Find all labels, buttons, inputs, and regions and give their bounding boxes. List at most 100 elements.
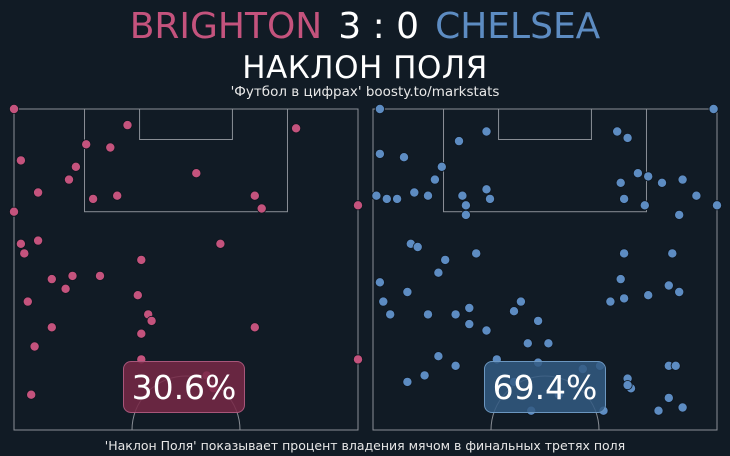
away-touch-point — [402, 376, 413, 387]
away-touch-point — [481, 325, 492, 336]
away-touch-point — [433, 351, 444, 362]
away-touch-point — [484, 193, 495, 204]
home-touch-point — [67, 270, 78, 281]
away-touch-point — [653, 405, 664, 416]
away-touch-point — [639, 200, 650, 211]
away-six-yard-box — [498, 108, 592, 140]
away-touch-point — [453, 136, 464, 147]
away-field-tilt-badge: 69.4% — [484, 361, 606, 413]
away-touch-point — [643, 290, 654, 301]
away-touch-point — [708, 104, 719, 115]
home-touch-point — [22, 296, 33, 307]
away-touch-point — [381, 193, 392, 204]
home-touch-point — [33, 235, 44, 246]
away-touch-point — [619, 293, 630, 304]
home-touch-point — [19, 248, 30, 259]
away-touch-point — [398, 152, 409, 163]
away-touch-point — [670, 360, 681, 371]
away-touch-point — [632, 168, 643, 179]
home-touch-point — [215, 238, 226, 249]
away-touch-point — [508, 306, 519, 317]
match-title: BRIGHTON 3 : 0 CHELSEA — [0, 6, 730, 48]
away-touch-point — [712, 200, 723, 211]
home-touch-point — [88, 193, 99, 204]
away-touch-point — [457, 190, 468, 201]
away-touch-point — [460, 209, 471, 220]
away-touch-point — [619, 248, 630, 259]
away-touch-point — [429, 174, 440, 185]
home-touch-point — [15, 238, 26, 249]
home-six-yard-box — [139, 108, 233, 140]
away-touch-point — [691, 190, 702, 201]
away-touch-point — [450, 360, 461, 371]
away-touch-point — [374, 104, 385, 115]
away-touch-point — [622, 380, 633, 391]
away-touch-point — [422, 309, 433, 320]
away-touch-point — [371, 190, 382, 201]
away-touch-point — [412, 241, 423, 252]
home-touch-point — [64, 174, 75, 185]
home-field-tilt-badge: 30.6% — [123, 361, 245, 413]
away-touch-point — [605, 296, 616, 307]
away-touch-point — [460, 200, 471, 211]
home-touch-point — [29, 341, 40, 352]
away-touch-point — [378, 296, 389, 307]
away-touch-point — [612, 126, 623, 137]
home-touch-point — [33, 187, 44, 198]
home-touch-point — [191, 168, 202, 179]
away-touch-point — [385, 309, 396, 320]
away-touch-point — [619, 193, 630, 204]
away-touch-point — [663, 280, 674, 291]
away-touch-point — [533, 315, 544, 326]
home-touch-point — [136, 254, 147, 265]
away-touch-point — [615, 177, 626, 188]
home-touch-point — [112, 190, 123, 201]
match-score: 3 : 0 — [338, 6, 420, 47]
away-touch-point — [422, 190, 433, 201]
away-touch-point — [667, 248, 678, 259]
away-touch-point — [392, 193, 403, 204]
home-touch-point — [136, 328, 147, 339]
away-touch-point — [622, 132, 633, 143]
away-touch-point — [409, 187, 420, 198]
away-touch-point — [643, 171, 654, 182]
home-touch-point — [352, 200, 363, 211]
credit-line: 'Футбол в цифрах' boosty.to/markstats — [230, 84, 500, 100]
home-touch-point — [352, 354, 363, 365]
away-touch-point — [419, 370, 430, 381]
away-touch-point — [674, 286, 685, 297]
away-touch-point — [543, 338, 554, 349]
away-touch-point — [674, 209, 685, 220]
away-touch-point — [402, 286, 413, 297]
home-touch-point — [122, 120, 133, 131]
home-touch-point — [132, 290, 143, 301]
home-touch-point — [46, 322, 57, 333]
away-team-name: CHELSEA — [435, 6, 601, 47]
away-touch-point — [450, 309, 461, 320]
home-touch-point — [8, 104, 19, 115]
chart-subtitle: НАКЛОН ПОЛЯ — [242, 50, 488, 86]
away-penalty-area — [443, 108, 647, 213]
away-touch-point — [471, 248, 482, 259]
away-touch-point — [433, 267, 444, 278]
away-touch-point — [663, 392, 674, 403]
home-touch-point — [249, 190, 260, 201]
home-touch-point — [256, 203, 267, 214]
away-touch-point — [374, 148, 385, 159]
away-touch-point — [440, 254, 451, 265]
away-touch-point — [677, 402, 688, 413]
home-touch-point — [70, 161, 81, 172]
home-touch-point — [146, 315, 157, 326]
home-touch-point — [46, 274, 57, 285]
away-touch-point — [374, 277, 385, 288]
away-touch-point — [615, 274, 626, 285]
home-touch-point — [105, 142, 116, 153]
away-touch-point — [481, 184, 492, 195]
home-touch-point — [8, 206, 19, 217]
away-touch-point — [464, 302, 475, 313]
home-touch-point — [15, 155, 26, 166]
away-touch-point — [657, 177, 668, 188]
away-touch-point — [522, 338, 533, 349]
home-touch-point — [81, 139, 92, 150]
